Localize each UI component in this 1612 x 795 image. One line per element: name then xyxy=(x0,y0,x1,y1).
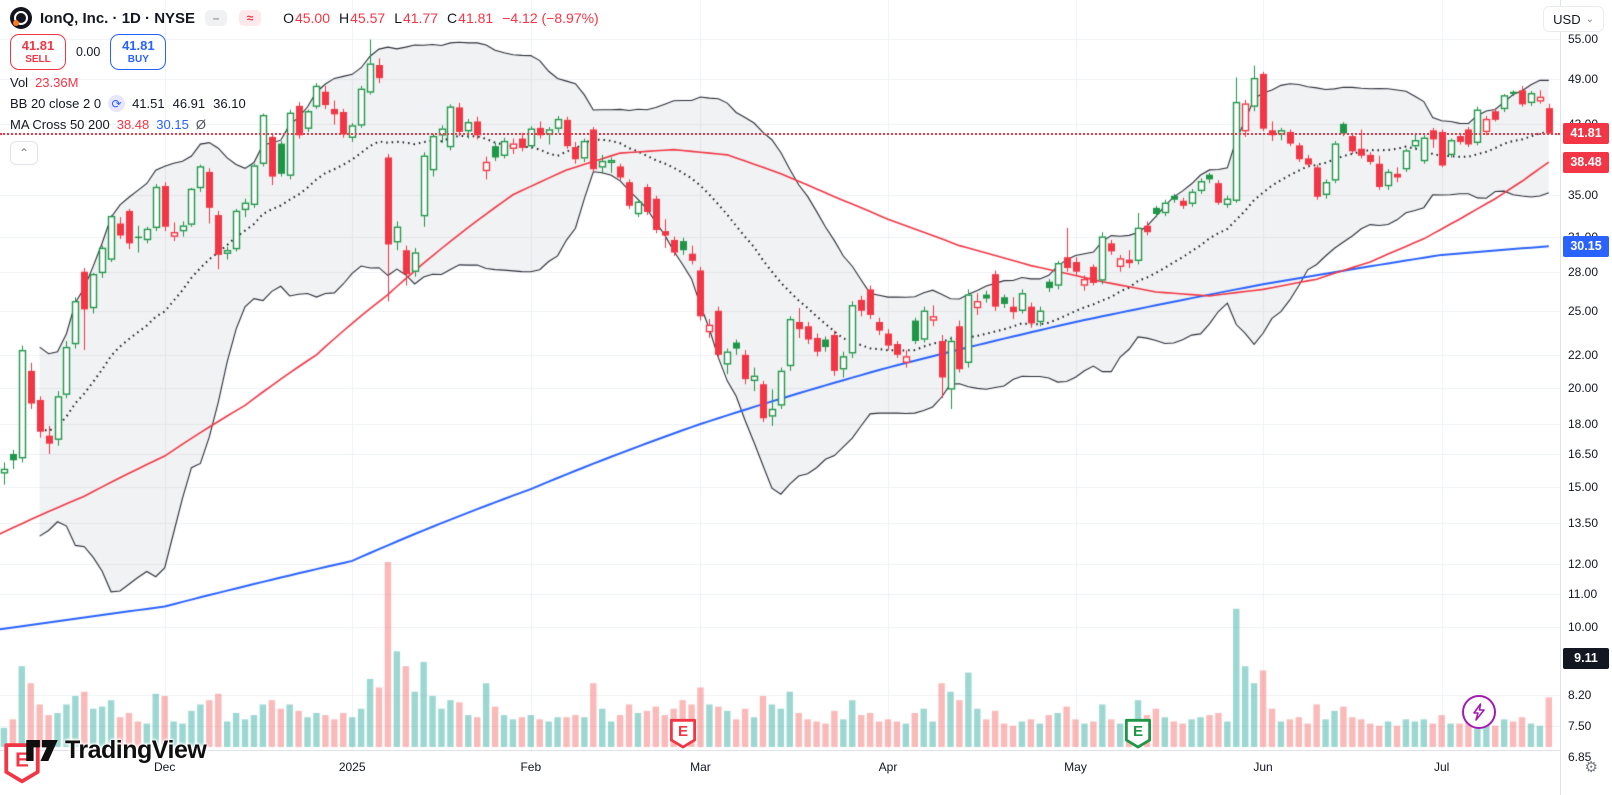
tradingview-mark-icon xyxy=(26,740,58,761)
indicator-legend: Vol 23.36M BB 20 close 2 0 ⟳ 41.51 46.91 … xyxy=(10,72,246,135)
symbol-title[interactable]: IonQ, Inc. · 1D · NYSE xyxy=(40,9,196,27)
svg-text:E: E xyxy=(1133,723,1143,740)
currency-selector[interactable]: USD ⌄ xyxy=(1543,6,1604,32)
symbol-header: IonQ, Inc. · 1D · NYSE – ≈ O45.00 H45.57… xyxy=(10,7,599,29)
time-axis-label: Jul xyxy=(1433,760,1450,774)
change-readout: −4.12 (−8.97%) xyxy=(502,10,599,26)
svg-text:E: E xyxy=(678,723,688,740)
boost-lightning-icon[interactable] xyxy=(1462,695,1497,729)
trade-panel: 41.81 SELL 0.00 41.81 BUY xyxy=(10,34,167,70)
price-tick-label: 22.00 xyxy=(1568,347,1599,362)
time-axis-label: Feb xyxy=(520,760,542,774)
price-badge: 38.48 xyxy=(1563,151,1609,173)
time-axis-label: May xyxy=(1064,760,1087,774)
price-tick-label: 10.00 xyxy=(1568,619,1599,634)
price-axis[interactable]: 55.0049.0043.0035.0031.0028.0025.0022.00… xyxy=(1560,0,1612,795)
legend-row-volume[interactable]: Vol 23.36M xyxy=(10,75,79,90)
spread-value: 0.00 xyxy=(76,45,101,59)
price-tick-label: 12.00 xyxy=(1568,556,1599,571)
price-tick-label: 16.50 xyxy=(1568,446,1599,461)
price-tick-label: 8.20 xyxy=(1568,687,1592,702)
price-tick-label: 28.00 xyxy=(1568,264,1599,279)
symbol-logo[interactable] xyxy=(10,7,32,29)
buy-button[interactable]: 41.81 BUY xyxy=(110,34,167,70)
time-axis-label: 2025 xyxy=(338,760,366,774)
tradingview-logo[interactable]: TradingView xyxy=(26,736,207,765)
ohlc-readout: O45.00 H45.57 L41.77 C41.81 −4.12 (−8.97… xyxy=(283,10,599,26)
price-badge: 9.11 xyxy=(1563,648,1609,670)
chevron-down-icon: ⌄ xyxy=(1585,13,1594,25)
last-price-line xyxy=(0,132,1560,135)
sell-button[interactable]: 41.81 SELL xyxy=(10,34,66,70)
price-tick-label: 7.50 xyxy=(1568,718,1592,733)
sync-icon[interactable]: ⟳ xyxy=(108,95,126,112)
legend-row-bollinger[interactable]: BB 20 close 2 0 ⟳ 41.51 46.91 36.10 xyxy=(10,95,246,112)
price-tick-label: 11.00 xyxy=(1568,586,1598,601)
earnings-marker-icon[interactable]: E xyxy=(669,718,697,754)
svg-text:E: E xyxy=(15,748,29,771)
price-tick-label: 35.00 xyxy=(1568,187,1599,202)
time-axis-label: Dec xyxy=(153,760,176,774)
price-tick-label: 49.00 xyxy=(1568,71,1599,86)
price-tick-label: 55.00 xyxy=(1568,32,1599,46)
time-axis-label: Apr xyxy=(878,760,898,774)
price-tick-label: 20.00 xyxy=(1568,380,1599,395)
approx-icon[interactable]: ≈ xyxy=(239,10,262,26)
time-axis-label: Jun xyxy=(1253,760,1273,774)
earnings-marker-icon[interactable]: E xyxy=(1124,718,1152,754)
price-badge: 30.15 xyxy=(1563,235,1609,257)
price-badge: 41.81 xyxy=(1563,123,1609,144)
price-tick-label: 6.85 xyxy=(1568,750,1592,764)
minus-icon[interactable]: – xyxy=(205,10,228,26)
axis-settings-gear-icon[interactable]: ⚙ xyxy=(1584,759,1598,776)
time-axis-label: Mar xyxy=(690,760,711,774)
price-tick-label: 13.50 xyxy=(1568,516,1599,531)
time-axis[interactable]: Dec 2025 Feb Mar Apr May Jun Jul xyxy=(0,750,1612,795)
legend-row-ma-cross[interactable]: MA Cross 50 200 38.48 30.15 Ø xyxy=(10,117,206,132)
price-tick-label: 25.00 xyxy=(1568,303,1599,318)
price-tick-label: 15.00 xyxy=(1568,479,1599,494)
collapse-pane-button[interactable]: ⌃ xyxy=(10,141,38,165)
price-tick-label: 18.00 xyxy=(1568,416,1599,431)
